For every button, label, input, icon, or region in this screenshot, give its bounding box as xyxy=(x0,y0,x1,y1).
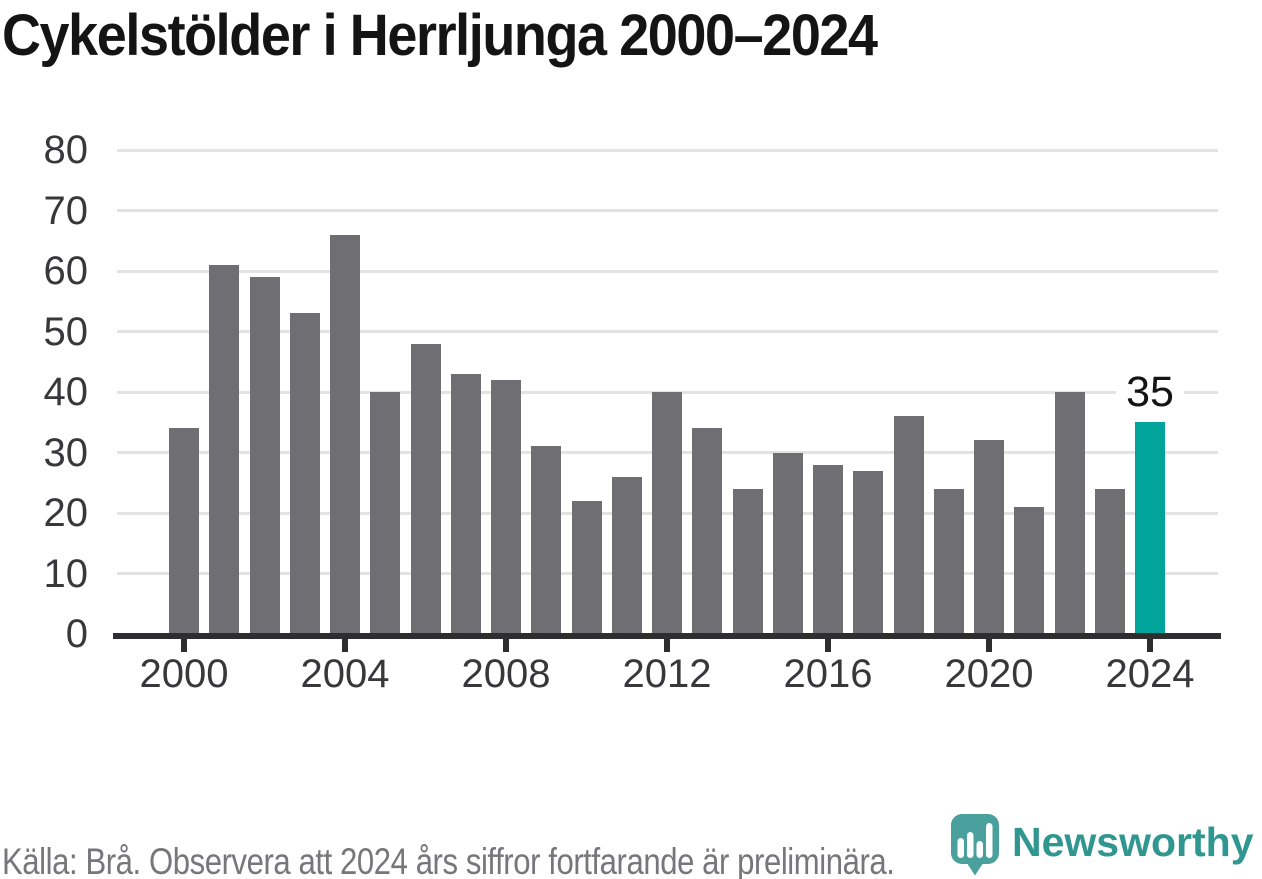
x-axis-tick-2012 xyxy=(664,639,670,652)
gridline-80 xyxy=(117,148,1218,152)
bar-2005 xyxy=(370,392,401,634)
x-axis-tick-2024 xyxy=(1147,639,1153,652)
bar-2024 xyxy=(1135,422,1165,634)
x-axis-label-2004: 2004 xyxy=(300,652,390,696)
newsworthy-wordmark: Newsworthy xyxy=(1012,819,1254,865)
y-axis-label-0: 0 xyxy=(65,612,88,656)
bar-2023 xyxy=(1094,488,1125,634)
bar-2004 xyxy=(330,234,360,634)
y-axis-label-10: 10 xyxy=(43,551,89,596)
bar-2014 xyxy=(732,488,763,634)
x-axis-tick-2004 xyxy=(342,639,348,652)
bar-2000 xyxy=(169,428,199,634)
y-axis-label-50: 50 xyxy=(43,309,89,354)
x-axis-line xyxy=(113,633,1221,639)
y-axis-label-30: 30 xyxy=(43,430,89,475)
y-axis-label-80: 80 xyxy=(43,128,89,172)
bar-2009 xyxy=(531,446,562,634)
bar-2010 xyxy=(571,500,602,634)
bar-2018 xyxy=(893,416,924,634)
bar-2007 xyxy=(450,373,481,634)
y-axis-label-70: 70 xyxy=(43,188,89,233)
gridline-60 xyxy=(117,269,1218,273)
x-axis-label-2020: 2020 xyxy=(944,652,1034,696)
newsworthy-branding: Newsworthy xyxy=(950,813,1254,877)
x-axis-tick-2000 xyxy=(181,639,187,652)
y-axis-label-20: 20 xyxy=(43,491,89,535)
bar-2003 xyxy=(289,313,320,634)
x-axis-label-2016: 2016 xyxy=(783,652,873,696)
bar-2021 xyxy=(1014,506,1045,634)
chart-title: Cykelstölder i Herrljunga 2000–2024 xyxy=(2,3,878,68)
bar-2019 xyxy=(933,488,964,634)
bar-2006 xyxy=(410,343,441,634)
y-axis-label-60: 60 xyxy=(43,249,89,293)
gridline-70 xyxy=(117,209,1218,212)
x-axis-label-2008: 2008 xyxy=(461,652,551,696)
x-axis-label-2000: 2000 xyxy=(139,652,229,696)
bar-2001 xyxy=(209,264,240,634)
bar-2020 xyxy=(974,440,1004,634)
bar-2008 xyxy=(491,379,521,634)
y-axis-label-40: 40 xyxy=(43,370,89,414)
bar-2015 xyxy=(772,452,803,634)
x-axis-tick-2016 xyxy=(825,639,831,652)
bar-2013 xyxy=(692,428,723,634)
bar-2016 xyxy=(813,464,843,634)
source-note: Källa: Brå. Observera att 2024 års siffr… xyxy=(2,841,895,879)
bar-2002 xyxy=(249,277,280,634)
gridline-50 xyxy=(117,330,1218,333)
x-axis-label-2024: 2024 xyxy=(1105,652,1195,696)
x-axis-tick-2008 xyxy=(503,639,509,652)
bar-2017 xyxy=(853,470,884,634)
bar-2011 xyxy=(611,476,642,634)
x-axis-tick-2020 xyxy=(986,639,992,652)
highlight-value-label: 35 xyxy=(1116,366,1184,419)
bar-2012 xyxy=(652,392,682,634)
x-axis-label-2012: 2012 xyxy=(622,652,712,696)
bar-2022 xyxy=(1054,392,1085,634)
newsworthy-logo-icon xyxy=(951,814,999,876)
